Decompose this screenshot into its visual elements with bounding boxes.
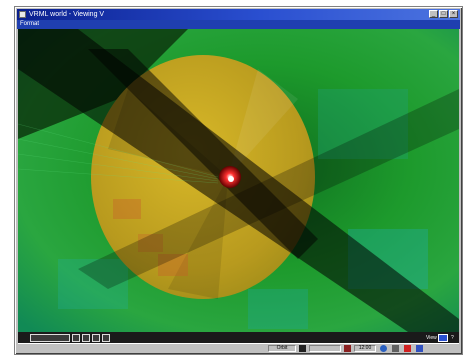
core-highlight <box>228 176 234 182</box>
mode-field[interactable]: Orbit <box>268 345 296 352</box>
walk-icon[interactable] <box>299 345 306 352</box>
maximize-button[interactable]: □ <box>439 10 448 18</box>
toolbar-help[interactable]: ? <box>451 335 454 341</box>
tile-patch <box>248 289 308 329</box>
browser-window: VRML world - Viewing V _ □ × Format <box>14 6 463 355</box>
tile-patch <box>318 89 408 159</box>
app-icon <box>19 11 26 18</box>
globe-icon[interactable] <box>380 345 387 352</box>
prev-viewpoint-icon[interactable] <box>82 334 90 342</box>
title-bar[interactable]: VRML world - Viewing V _ □ × <box>17 9 460 20</box>
3d-viewport[interactable] <box>18 29 459 332</box>
window-controls: _ □ × <box>429 10 458 18</box>
disc-segment <box>168 177 228 299</box>
dark-beam-core <box>88 49 318 259</box>
disc-segment <box>228 69 298 177</box>
dark-beam-cross <box>78 89 459 289</box>
window-title: VRML world - Viewing V <box>29 11 105 18</box>
next-viewpoint-icon[interactable] <box>92 334 100 342</box>
disc-patch <box>113 199 141 219</box>
viewpoint-dropdown[interactable] <box>30 334 70 342</box>
move-icon[interactable] <box>344 345 351 352</box>
menu-bar: Format <box>17 20 460 29</box>
status-bar: Orbit 12:00 <box>18 343 459 353</box>
close-button[interactable]: × <box>449 10 458 18</box>
coord-field: 12:00 <box>354 345 376 352</box>
help-icon[interactable] <box>416 345 423 352</box>
minimize-button[interactable]: _ <box>429 10 438 18</box>
disc-patch <box>158 254 188 276</box>
disc-patch <box>138 234 163 252</box>
light-rays <box>18 123 219 184</box>
home-icon[interactable] <box>102 334 110 342</box>
zoom-icon[interactable] <box>392 345 399 352</box>
tile-patch <box>58 259 128 309</box>
viewer-toolbar: View ? <box>18 332 459 343</box>
view-button[interactable] <box>438 334 448 342</box>
speed-slider[interactable] <box>309 345 341 352</box>
menu-item-format[interactable]: Format <box>20 21 40 27</box>
stop-icon[interactable] <box>404 345 411 352</box>
scene-canvas[interactable] <box>18 29 459 332</box>
dropdown-arrow-icon[interactable] <box>72 334 80 342</box>
view-label: View <box>426 335 437 341</box>
